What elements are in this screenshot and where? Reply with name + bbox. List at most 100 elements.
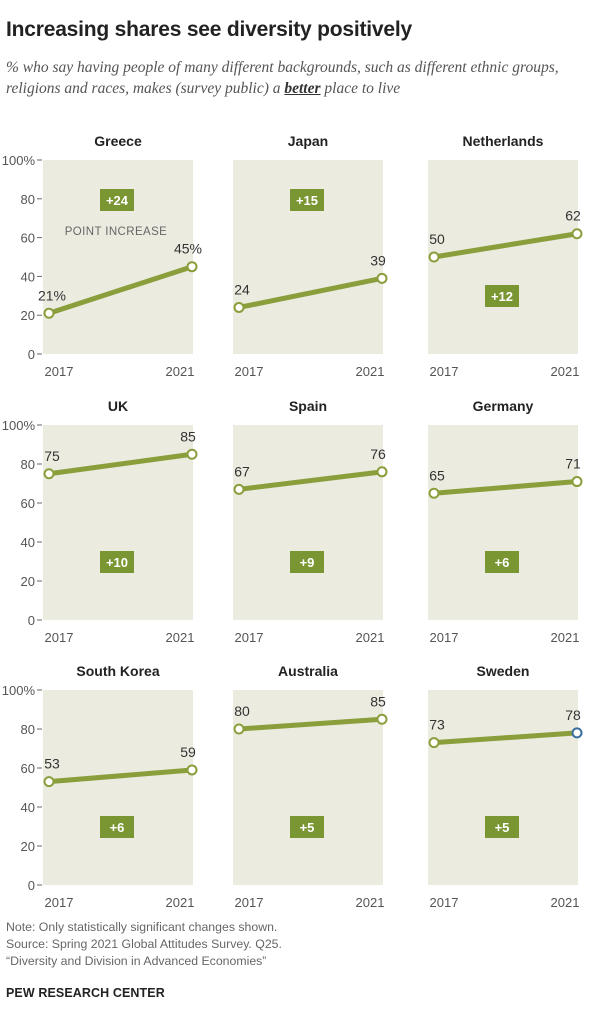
- series-line-south-korea: [46, 767, 195, 785]
- x-tick-label: 2017: [430, 630, 459, 645]
- change-badge-label-uk: +10: [106, 555, 128, 570]
- x-tick-label: 2021: [356, 895, 385, 910]
- panel-title-sweden: Sweden: [477, 663, 530, 679]
- change-badge-greece: [100, 189, 134, 211]
- point-2021-uk: [186, 448, 198, 460]
- panel-title-south-korea: South Korea: [76, 663, 159, 679]
- point-2017-australia: [233, 723, 245, 735]
- change-badge-label-germany: +6: [495, 555, 510, 570]
- data-label-2021: 62: [565, 208, 581, 224]
- subtitle-text-end: place to live: [320, 80, 401, 97]
- panel-title-greece: Greece: [94, 133, 142, 149]
- panel-title-australia: Australia: [278, 663, 338, 679]
- change-badge-label-south-korea: +6: [110, 820, 125, 835]
- data-label-2021: 71: [565, 456, 581, 472]
- series-line-spain: [236, 469, 385, 492]
- y-tick-label: 60: [21, 496, 35, 511]
- y-tick-label: 100%: [2, 153, 36, 168]
- panel-title-netherlands: Netherlands: [463, 133, 544, 149]
- series-line-netherlands: [431, 231, 580, 260]
- change-badge-label-sweden: +5: [495, 820, 510, 835]
- change-badge-germany: [485, 551, 519, 573]
- y-tick-label: 100%: [2, 418, 36, 433]
- data-label-2017: 73: [429, 717, 445, 733]
- change-badge-label-netherlands: +12: [491, 289, 513, 304]
- x-tick-label: 2021: [551, 630, 580, 645]
- x-tick-label: 2017: [430, 895, 459, 910]
- panel-bg-sweden: [428, 690, 578, 885]
- point-2021-spain: [376, 466, 388, 478]
- data-label-2021: 85: [370, 693, 386, 709]
- panel-bg-germany: [428, 425, 578, 620]
- change-badge-label-greece: +24: [106, 193, 129, 208]
- data-label-2017: 24: [234, 281, 250, 297]
- y-tick-label: 80: [21, 722, 35, 737]
- point-increase-annotation: POINT INCREASE: [65, 226, 168, 238]
- panel-title-uk: UK: [108, 398, 128, 414]
- point-2017-greece: [43, 307, 55, 319]
- change-badge-south-korea: [100, 816, 134, 838]
- x-tick-label: 2017: [235, 630, 264, 645]
- point-2021-sweden: [571, 727, 583, 739]
- data-label-2017: 21%: [38, 287, 66, 303]
- brand-logo-text: PEW RESEARCH CENTER: [6, 986, 165, 1000]
- chart-title: Increasing shares see diversity positive…: [6, 18, 412, 41]
- series-line-greece: [46, 264, 195, 316]
- data-label-2021: 76: [370, 446, 386, 462]
- data-label-2021: 85: [180, 428, 196, 444]
- point-2017-germany: [428, 487, 440, 499]
- point-2021-netherlands: [571, 228, 583, 240]
- x-tick-label: 2021: [166, 630, 195, 645]
- point-2017-spain: [233, 483, 245, 495]
- point-2017-uk: [43, 468, 55, 480]
- data-label-2017: 50: [429, 231, 445, 247]
- subtitle-text-start: % who say having people of many differen…: [6, 59, 559, 97]
- point-2021-japan: [376, 272, 388, 284]
- y-tick-label: 80: [21, 457, 35, 472]
- x-tick-label: 2021: [166, 364, 195, 379]
- x-tick-label: 2021: [166, 895, 195, 910]
- y-tick-label: 60: [21, 231, 35, 246]
- point-2017-japan: [233, 301, 245, 313]
- series-line-australia: [236, 716, 385, 732]
- y-tick-label: 40: [21, 535, 35, 550]
- y-tick-label: 40: [21, 800, 35, 815]
- x-tick-label: 2021: [551, 895, 580, 910]
- change-badge-label-australia: +5: [300, 820, 315, 835]
- footnotes: Note: Only statistically significant cha…: [6, 919, 282, 970]
- data-label-2021: 39: [370, 252, 386, 268]
- y-tick-label: 40: [21, 269, 35, 284]
- note-text: Note: Only statistically significant cha…: [6, 920, 278, 934]
- data-label-2017: 80: [234, 703, 250, 719]
- x-tick-label: 2021: [356, 630, 385, 645]
- point-2021-south-korea: [186, 764, 198, 776]
- source-text: Source: Spring 2021 Global Attitudes Sur…: [6, 937, 282, 951]
- x-tick-label: 2017: [45, 895, 74, 910]
- panel-bg-south-korea: [43, 690, 193, 885]
- series-line-japan: [236, 275, 385, 310]
- data-label-2017: 67: [234, 463, 250, 479]
- y-tick-label: 0: [28, 613, 35, 628]
- panel-title-germany: Germany: [473, 398, 534, 414]
- change-badge-australia: [290, 816, 324, 838]
- y-tick-label: 20: [21, 574, 35, 589]
- change-badge-label-japan: +15: [296, 193, 318, 208]
- change-badge-japan: [290, 189, 324, 211]
- x-tick-label: 2017: [235, 364, 264, 379]
- y-tick-label: 0: [28, 347, 35, 362]
- x-tick-label: 2017: [430, 364, 459, 379]
- y-tick-label: 20: [21, 839, 35, 854]
- data-label-2021: 78: [565, 707, 581, 723]
- point-2021-australia: [376, 713, 388, 725]
- series-line-germany: [431, 479, 580, 496]
- panel-bg-spain: [233, 425, 383, 620]
- panel-title-spain: Spain: [289, 398, 327, 414]
- point-2021-greece: [186, 261, 198, 273]
- data-label-2021: 45%: [174, 241, 202, 257]
- y-tick-label: 20: [21, 308, 35, 323]
- change-badge-uk: [100, 551, 134, 573]
- series-line-sweden: [431, 730, 580, 746]
- point-2017-sweden: [428, 737, 440, 749]
- x-tick-label: 2021: [356, 364, 385, 379]
- series-line-uk: [46, 451, 195, 477]
